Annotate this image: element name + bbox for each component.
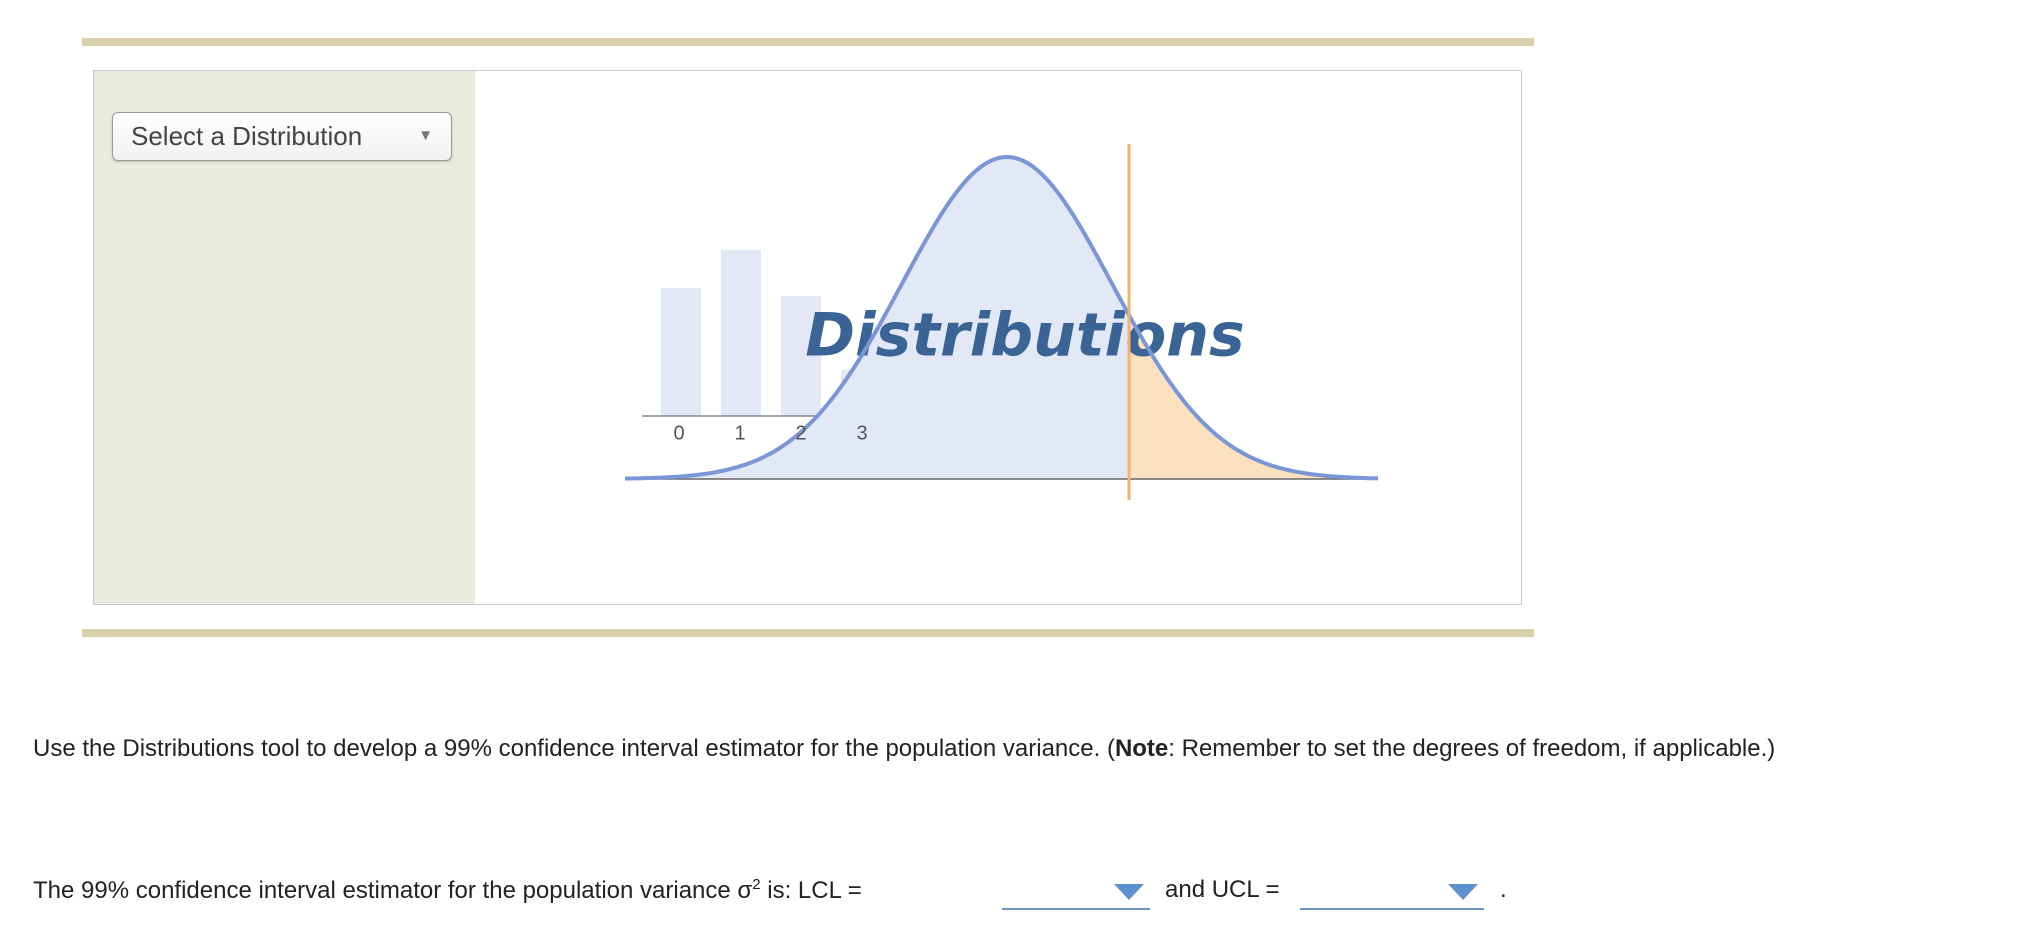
question: The 99% confidence interval estimator fo…	[33, 876, 862, 905]
text: is: LCL =	[760, 877, 862, 904]
text: : Remember to set the degrees of freedom…	[1168, 735, 1776, 762]
superscript: 2	[752, 876, 761, 893]
note-label: Note	[1114, 735, 1169, 762]
select-arrow: ▼	[418, 127, 433, 144]
text: .	[1500, 876, 1507, 903]
text: and UCL =	[1165, 876, 1280, 903]
distribution-tool: Select a Distribution ▼	[93, 70, 1522, 605]
instructions: Use the Distributions tool to develop a …	[33, 725, 1933, 773]
text: The 99% confidence interval estimator fo…	[33, 877, 753, 904]
lcl-dropdown[interactable]	[1002, 878, 1150, 910]
text: Use the Distributions tool to develop a …	[33, 735, 1115, 762]
select-label: Select a Distribution	[131, 121, 363, 151]
bottom-rule	[82, 629, 1534, 637]
distribution-select[interactable]: Select a Distribution ▼	[112, 112, 452, 161]
ucl-dropdown[interactable]	[1300, 878, 1484, 910]
sidebar: Select a Distribution ▼	[94, 71, 475, 604]
top-rule	[82, 38, 1534, 46]
